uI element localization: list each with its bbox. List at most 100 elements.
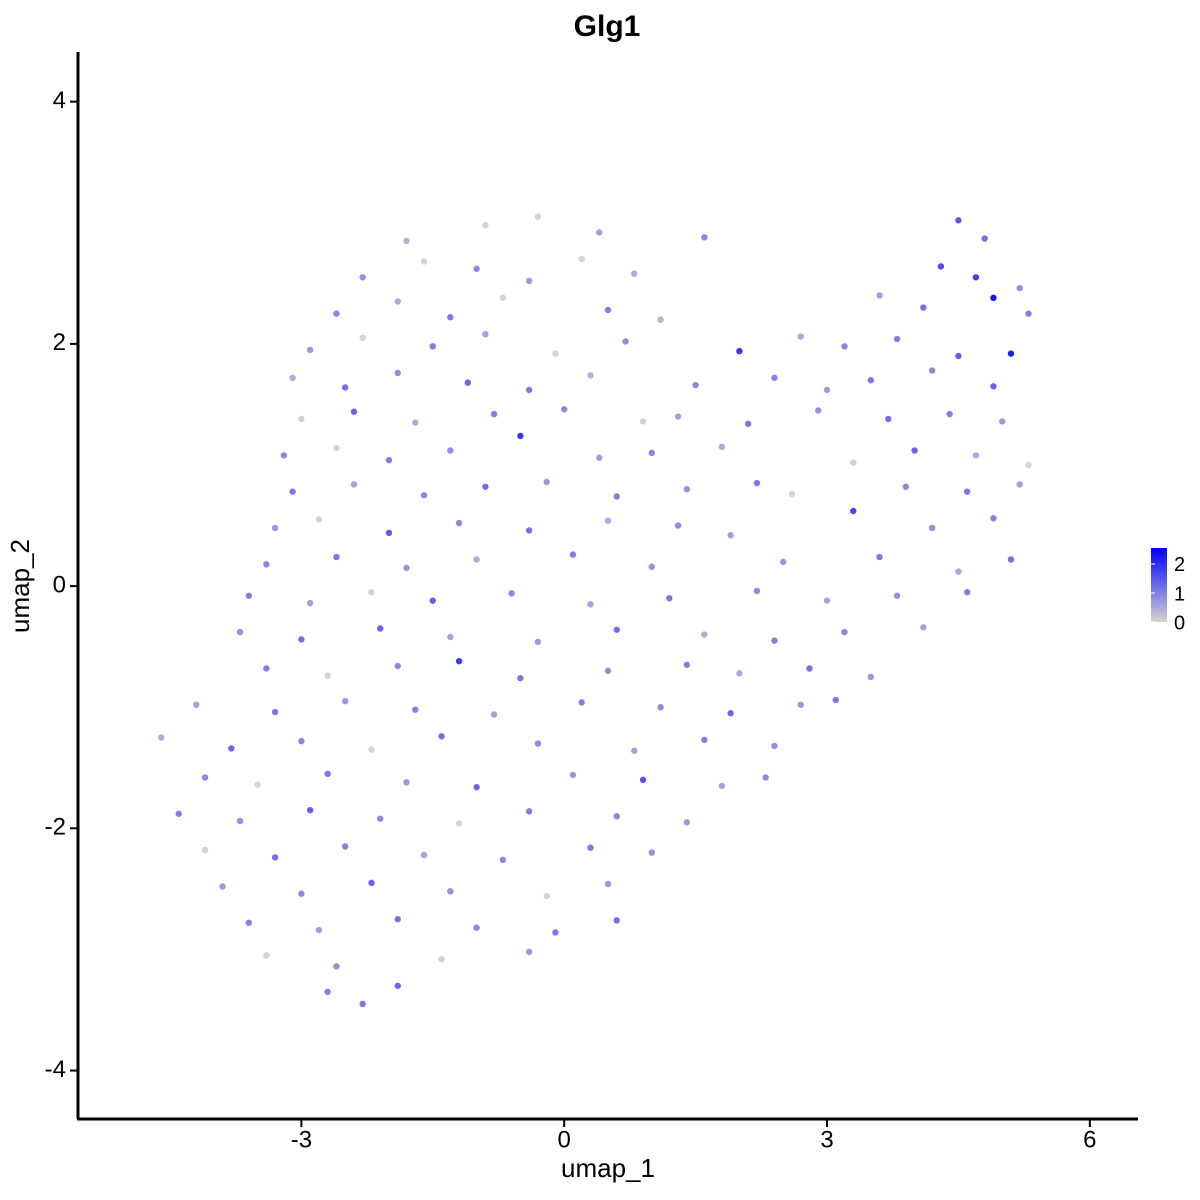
point [999,418,1006,425]
point [587,601,594,608]
point [850,459,857,466]
point [245,919,253,926]
point [490,410,498,418]
point [394,982,401,989]
point [271,524,279,532]
point [648,849,656,856]
point [525,948,533,956]
point [359,274,366,281]
point [692,381,699,389]
point [455,519,463,527]
point [928,524,936,532]
point [718,782,726,790]
point [368,588,375,596]
point [736,347,743,355]
point [473,265,480,272]
point [333,553,340,561]
point [657,704,664,711]
point [412,706,419,713]
point [490,711,498,718]
point [560,406,568,413]
point [876,292,883,299]
point [981,235,988,242]
point [201,774,209,781]
point [394,662,401,670]
point [473,556,480,563]
point [683,661,691,669]
point [525,808,533,815]
x-tick-label: 0 [558,1126,571,1153]
point [806,665,813,672]
point [289,488,296,495]
point [990,515,997,522]
point [578,699,585,706]
point [543,478,550,486]
point [175,810,182,817]
point [893,592,901,599]
point [683,486,691,493]
x-tick-label: 6 [1083,1126,1096,1153]
point [333,963,340,970]
point [333,310,340,317]
point [499,856,507,864]
point [1016,284,1023,292]
point [990,383,997,390]
point [613,813,620,820]
point [604,880,612,888]
point [315,516,323,523]
point [517,674,524,682]
point [955,568,962,575]
point [823,597,831,604]
point [385,529,393,537]
point [403,564,410,572]
point [447,314,454,321]
point [955,217,962,224]
point [263,952,270,959]
point [841,628,848,636]
point [245,592,253,599]
point [578,255,585,263]
point [639,418,647,425]
point [762,774,769,781]
y-tick-label: -4 [45,1056,66,1083]
point [683,819,691,826]
point [788,490,796,498]
x-tick-label: -3 [291,1126,312,1153]
point [482,221,489,229]
point [420,258,428,265]
point [543,892,550,900]
point [525,277,533,285]
point [718,443,726,451]
point [420,851,428,859]
point [298,890,305,897]
point [631,747,638,755]
point [963,488,971,495]
point [412,419,419,426]
point [482,330,489,338]
point [298,636,305,643]
point [622,338,629,345]
point [552,350,559,357]
point [727,710,734,717]
point [350,408,358,415]
point [753,479,761,487]
point [385,456,393,464]
point [1007,350,1015,357]
point [604,667,612,675]
point [271,854,279,861]
point [841,343,848,350]
point [499,294,507,302]
point [534,213,542,220]
y-tick-label: 0 [53,571,66,598]
point [674,413,682,420]
point [674,522,682,529]
point [596,229,603,236]
point [771,374,778,381]
point [648,563,656,570]
point [736,670,743,677]
point [850,507,857,515]
point [832,696,839,704]
point [306,806,314,814]
point [263,665,270,672]
point [823,386,831,394]
